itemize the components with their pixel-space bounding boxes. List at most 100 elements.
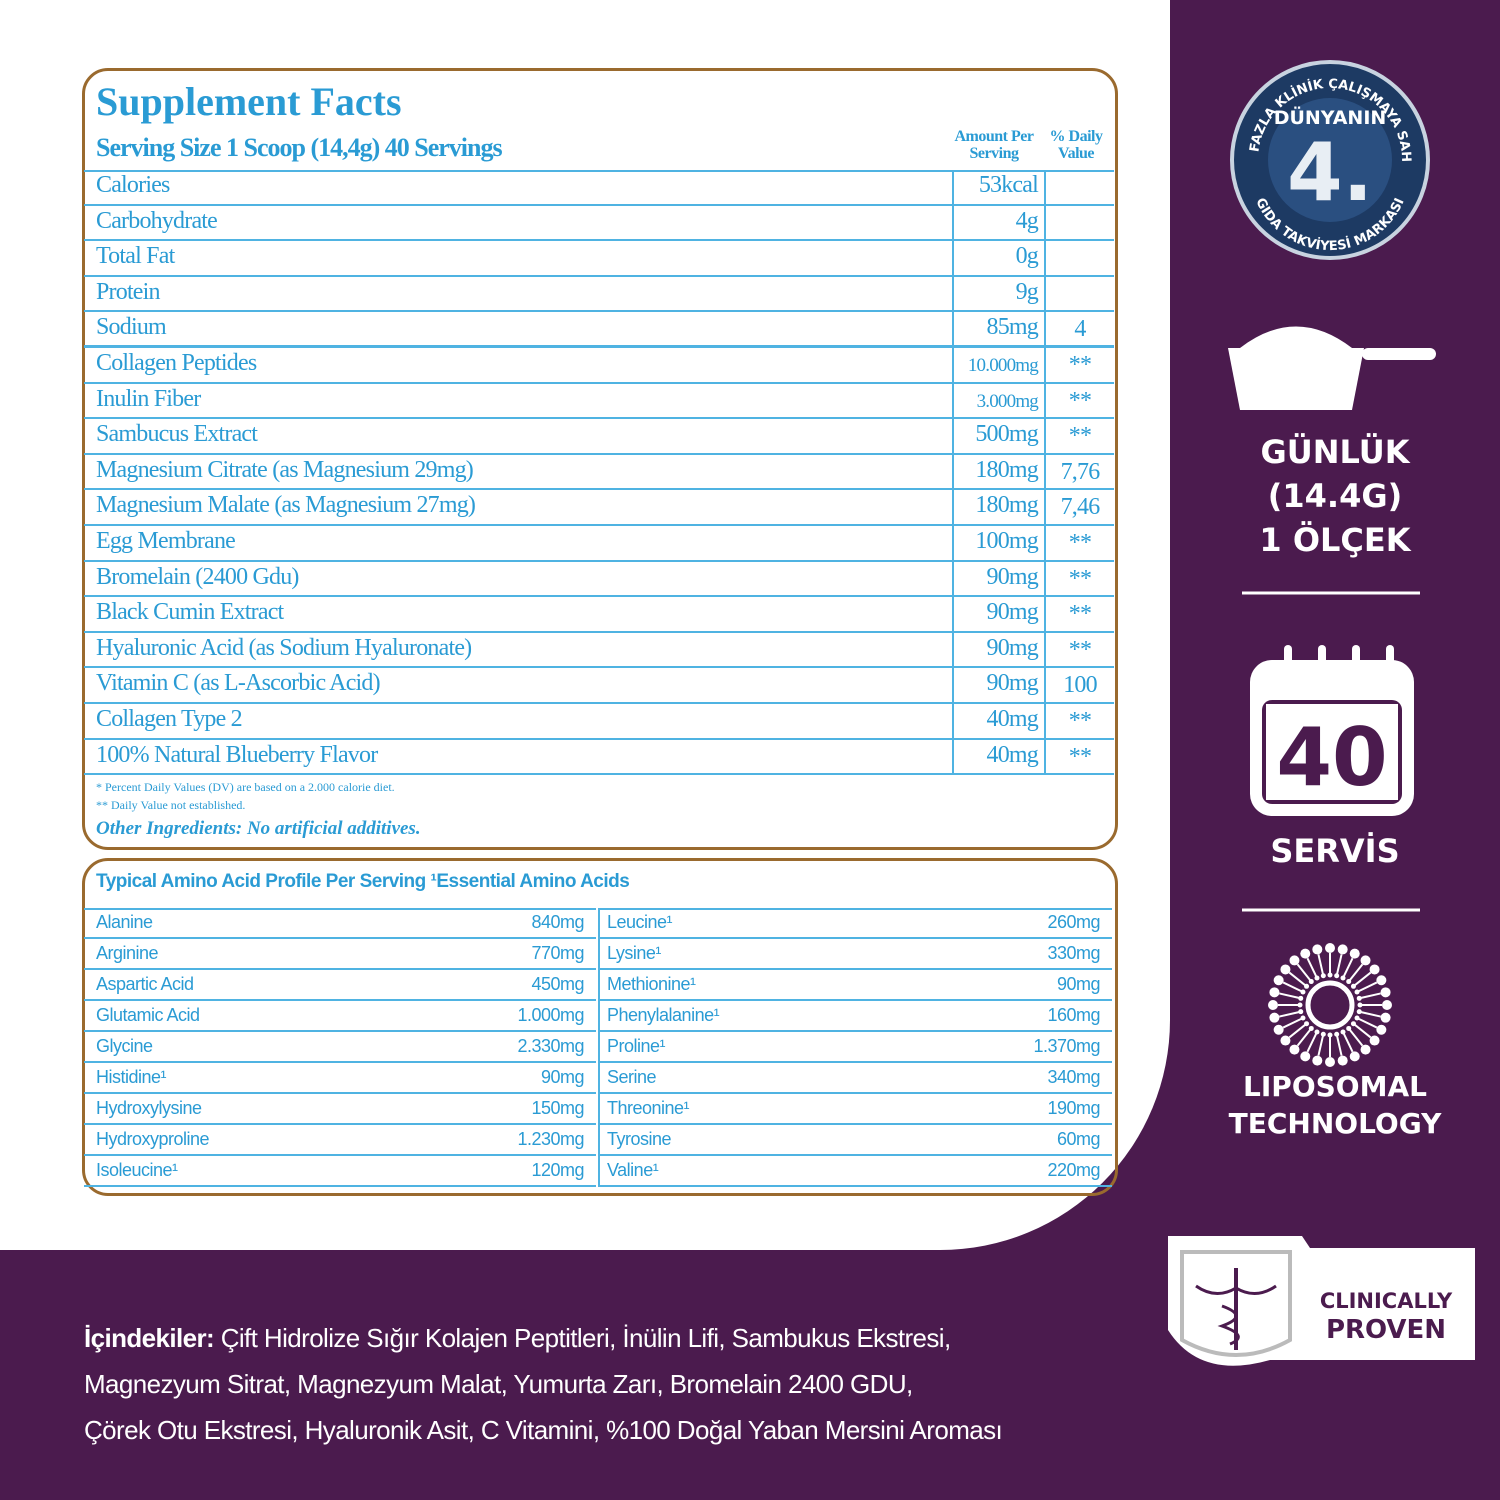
nutrient-name: Carbohydrate	[96, 207, 218, 234]
liposome-part	[1349, 948, 1360, 959]
liposome-part	[1369, 1035, 1380, 1046]
dv-header: % Daily Value	[1049, 128, 1103, 162]
nutrient-dv: **	[1044, 704, 1114, 740]
liposome-part	[1376, 1024, 1387, 1035]
liposome-part	[1356, 1009, 1362, 1015]
facts-row	[84, 455, 1114, 491]
amino-amount: 160mg	[1047, 1005, 1100, 1025]
badge-arc-text: EN FAZLA KLİNİK ÇALIŞMAYA SAHİP	[0, 0, 1413, 162]
facts-box	[82, 68, 1118, 850]
liposome-part	[1334, 1031, 1340, 1037]
facts-row	[84, 170, 1114, 206]
amino-amount: 120mg	[531, 1160, 584, 1180]
liposome-part	[1312, 1055, 1323, 1066]
ingredients-label: İçindekiler:	[84, 1323, 215, 1353]
liposome-part	[1300, 1051, 1311, 1062]
nutrient-dv: 4	[1044, 312, 1114, 348]
nutrient-amount: 40mg	[952, 704, 1044, 740]
nutrient-amount: 90mg	[952, 632, 1044, 669]
facts-row	[84, 206, 1114, 242]
liposome-part	[1288, 1024, 1306, 1039]
amino-amount: 90mg	[1056, 974, 1101, 994]
clinical-text: PROVEN	[1326, 1315, 1446, 1345]
liposome-part	[1304, 983, 1310, 989]
liposome-part	[1306, 957, 1318, 977]
liposome-part	[1300, 1015, 1306, 1021]
nutrient-amount: 10.000mg	[952, 348, 1044, 384]
nutrient-name: Magnesium Citrate (as Magnesium 29mg)	[96, 456, 474, 483]
amino-name: Isoleucine¹	[96, 1160, 178, 1180]
facts-row	[84, 312, 1114, 348]
amino-amount: 150mg	[531, 1098, 584, 1118]
amino-name: Serine	[607, 1067, 657, 1087]
white-panel	[0, 0, 1170, 1250]
amino-row	[598, 1125, 1112, 1156]
amino-name: Glutamic Acid	[96, 1005, 200, 1025]
amino-row	[84, 970, 596, 1001]
liposome-part	[1300, 948, 1311, 959]
amino-box	[82, 858, 1118, 1196]
amino-amount: 1.000mg	[517, 1005, 584, 1025]
amount-header: Amount Per Serving	[954, 128, 1034, 162]
liposome-part	[1336, 1035, 1343, 1056]
serving-size: Serving Size 1 Scoop (14,4g) 40 Servings	[96, 133, 503, 162]
liposome	[1268, 943, 1392, 1067]
nutrient-name: Sambucus Extract	[96, 421, 258, 448]
nutrient-amount: 500mg	[952, 419, 1044, 455]
liposome-part	[1337, 944, 1348, 955]
liposome-part	[1336, 954, 1343, 975]
nutrient-amount: 53kcal	[952, 170, 1044, 206]
amino-amount: 330mg	[1047, 943, 1100, 963]
amino-amount: 220mg	[1047, 1160, 1100, 1180]
nutrient-name: Inulin Fiber	[96, 385, 201, 412]
liposome-part	[1269, 1012, 1280, 1023]
liposome-part	[1289, 1044, 1300, 1055]
nutrient-amount: 90mg	[952, 561, 1044, 598]
liposome-part	[1327, 1032, 1333, 1038]
badge-arc: EN FAZLA KLİNİK ÇALIŞMAYA SAHİP	[0, 0, 1413, 162]
liposome-part	[1325, 1057, 1335, 1067]
amino-name: Hydroxylysine	[96, 1098, 202, 1118]
calendar-rings	[1284, 645, 1394, 669]
liposome-part	[1298, 1009, 1304, 1015]
amino-name: Phenylalanine¹	[607, 1005, 720, 1025]
amino-row	[84, 1094, 596, 1125]
nutrient-dv	[1044, 241, 1114, 277]
nutrient-name: Protein	[96, 278, 161, 305]
liposome-part	[1360, 1011, 1381, 1018]
nutrient-amount: 180mg	[952, 490, 1044, 526]
amino-row	[84, 908, 596, 939]
amino-name: Proline¹	[607, 1036, 666, 1056]
nutrient-amount: 85mg	[952, 312, 1044, 348]
nutrient-dv: **	[1044, 526, 1114, 562]
amino-row	[84, 1156, 596, 1187]
amino-amount: 770mg	[531, 943, 584, 963]
nutrient-name: Egg Membrane	[96, 528, 236, 554]
nutrient-amount: 3.000mg	[952, 383, 1044, 420]
liposome-part	[1282, 1017, 1302, 1029]
amino-row	[598, 1032, 1112, 1063]
facts-row	[84, 562, 1114, 598]
liposome-part	[1356, 995, 1362, 1001]
nutrient-dv	[1044, 170, 1114, 206]
amino-title: Typical Amino Acid Profile Per Serving ¹…	[96, 871, 630, 892]
amino-row	[598, 1063, 1112, 1094]
calendar-page	[1266, 704, 1398, 800]
liposome-part	[1320, 973, 1326, 979]
liposome-part	[1279, 1011, 1300, 1018]
nutrient-name: Magnesium Malate (as Magnesium 27mg)	[96, 492, 476, 519]
nutrient-amount: 4g	[952, 205, 1044, 242]
liposome-part	[1325, 943, 1335, 953]
liposome-part	[1349, 1029, 1364, 1047]
amino-row	[598, 970, 1112, 1001]
amino-name: Methionine¹	[607, 974, 696, 994]
amino-name: Aspartic Acid	[96, 974, 194, 994]
badge-line: DÜNYANIN	[1274, 105, 1387, 129]
facts-row	[84, 668, 1114, 704]
nutrient-dv: 7,76	[1044, 454, 1114, 491]
scoop	[1228, 348, 1364, 410]
serving-line: GÜNLÜK	[1260, 433, 1410, 471]
facts-row	[84, 704, 1114, 740]
amino-name: Alanine	[96, 912, 153, 932]
badge-inner	[1268, 98, 1392, 222]
